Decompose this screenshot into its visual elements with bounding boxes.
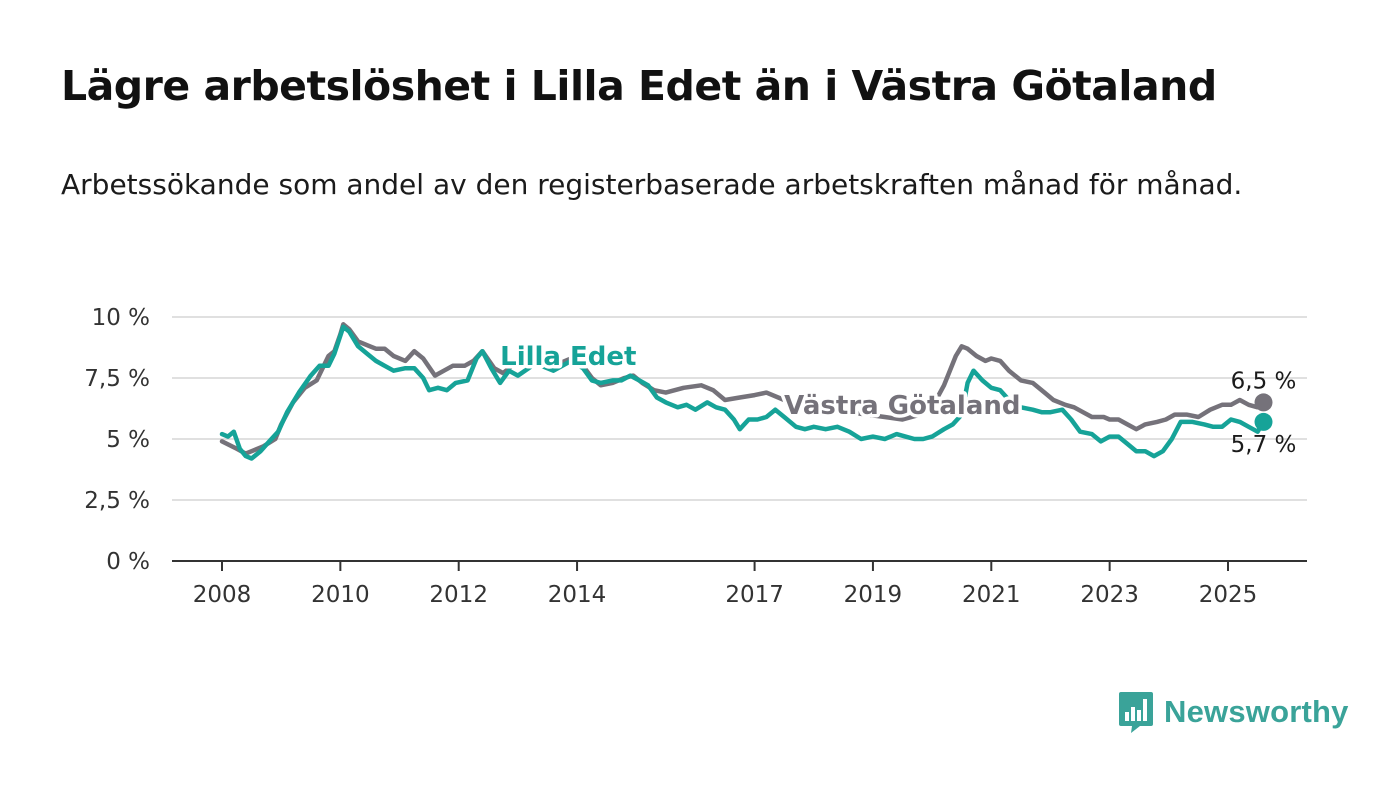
- y-axis-ticks: 0 % 2,5 % 5 % 7,5 % 10 %: [84, 305, 150, 575]
- series-end-point-lilla-edet: [1254, 412, 1273, 431]
- y-tick-label: 5 %: [106, 427, 150, 453]
- chart-subtitle: Arbetssökande som andel av den registerb…: [61, 168, 1243, 201]
- x-tick-label: 2010: [311, 582, 370, 608]
- brand-name: Newsworthy: [1164, 694, 1349, 729]
- series-label-v-stra-g-taland: Västra Götaland: [784, 391, 1020, 421]
- newsworthy-brand: Newsworthy: [1118, 690, 1349, 734]
- series-line-v-stra-g-taland: [219, 322, 1266, 456]
- y-tick-label: 0 %: [106, 549, 150, 575]
- series-lines: [219, 322, 1273, 461]
- x-tick-label: 2019: [844, 582, 903, 608]
- newsworthy-logo-icon: [1119, 692, 1153, 733]
- series-labels: 6,5 % Västra Götaland 5,7 % Lilla Edet: [497, 339, 1297, 458]
- x-tick-label: 2017: [725, 582, 784, 608]
- gridlines: [172, 316, 1307, 562]
- series-end-label-v-stra-g-taland: 6,5 %: [1231, 368, 1297, 394]
- x-tick-label: 2014: [548, 582, 607, 608]
- series-label-lilla-edet: Lilla Edet: [500, 342, 636, 372]
- x-tick-label: 2023: [1080, 582, 1139, 608]
- x-tick-label: 2008: [193, 582, 252, 608]
- line-chart: 0 % 2,5 % 5 % 7,5 % 10 % 2008 2010 2012 2014 201…: [84, 305, 1307, 608]
- x-tick-label: 2025: [1199, 582, 1258, 608]
- chart-title: Lägre arbetslöshet i Lilla Edet än i Väs…: [61, 62, 1217, 110]
- series-end-label-lilla-edet: 5,7 %: [1231, 432, 1297, 458]
- x-axis-ticks: 2008 2010 2012 2014 2017 2019 2021 2023 2025: [193, 561, 1258, 608]
- y-tick-label: 7,5 %: [84, 366, 150, 392]
- x-tick-label: 2012: [429, 582, 488, 608]
- series-line-lilla-edet: [219, 324, 1266, 461]
- y-tick-label: 2,5 %: [84, 488, 150, 514]
- y-tick-label: 10 %: [92, 305, 150, 331]
- x-tick-label: 2021: [962, 582, 1021, 608]
- series-end-point-v-stra-g-taland: [1254, 393, 1273, 412]
